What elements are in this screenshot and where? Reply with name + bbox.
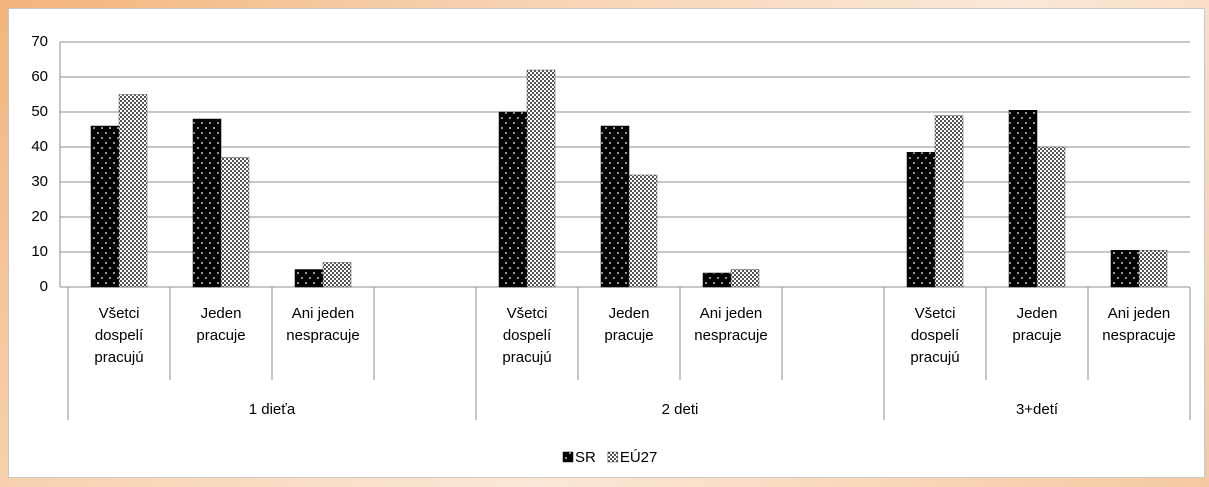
bar [730, 269, 760, 288]
bar [118, 94, 148, 288]
y-tick-label: 70 [31, 33, 48, 50]
bar [526, 69, 556, 288]
group-label: 1 dieťa [249, 401, 296, 418]
bar [600, 125, 630, 288]
bar [934, 115, 964, 288]
bar [294, 269, 324, 288]
bar [1036, 146, 1066, 288]
y-tick-label: 10 [31, 243, 48, 260]
bar [702, 272, 732, 288]
x-tick-label: Ani jeden nespracuje [694, 305, 768, 344]
bar [220, 157, 250, 288]
bar [628, 174, 658, 288]
x-tick-label: Ani jeden nespracuje [286, 305, 360, 344]
bar [498, 111, 528, 288]
bar [1138, 250, 1168, 288]
bar [322, 262, 352, 288]
y-tick-label: 50 [31, 103, 48, 120]
y-tick-label: 20 [31, 208, 48, 225]
x-tick-label: Všetci dospelí pracujú [94, 305, 144, 366]
y-tick-label: 0 [40, 278, 48, 295]
bar [906, 152, 936, 288]
group-label: 3+detí [1016, 401, 1059, 418]
x-tick-label: Ani jeden nespracuje [1102, 305, 1176, 344]
x-tick-label: Jeden pracuje [604, 305, 654, 344]
bar [1008, 110, 1038, 288]
legend-swatch [562, 451, 574, 463]
legend-swatch [607, 451, 619, 463]
y-tick-label: 30 [31, 173, 48, 190]
y-tick-label: 40 [31, 138, 48, 155]
y-tick-label: 60 [31, 68, 48, 85]
bar [90, 125, 120, 288]
bar [1110, 250, 1140, 288]
legend-label: EÚ27 [620, 449, 658, 466]
bar [192, 118, 222, 288]
group-label: 2 deti [662, 401, 699, 418]
legend-label: SR [575, 449, 596, 466]
x-tick-label: Jeden pracuje [196, 305, 246, 344]
x-tick-label: Všetci dospelí pracujú [502, 305, 552, 366]
x-tick-label: Jeden pracuje [1012, 305, 1062, 344]
x-tick-label: Všetci dospelí pracujú [910, 305, 960, 366]
